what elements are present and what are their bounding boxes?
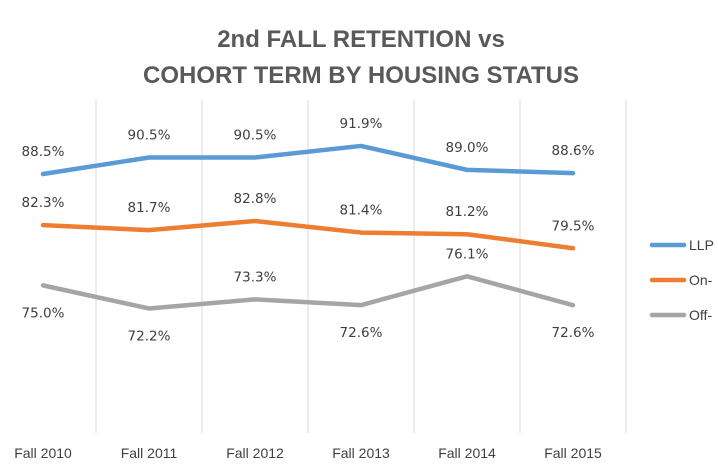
series-line-off xyxy=(40,274,576,311)
data-label-off-3: 72.6% xyxy=(340,325,383,341)
data-label-off-1: 72.2% xyxy=(128,328,171,344)
x-axis-tick-labels: Fall 2010 Fall 2011 Fall 2012 Fall 2013 Fall… xyxy=(14,445,602,461)
x-tick-label-5: Fall 2015 xyxy=(544,445,602,461)
data-label-llp-1: 90.5% xyxy=(128,128,171,144)
data-labels: 88.5% 90.5% 90.5% 91.9% 89.0% 88.6% 82.3% 81.7%… xyxy=(22,116,595,345)
data-label-on-3: 81.4% xyxy=(340,203,383,219)
legend: LLP On- Off- xyxy=(649,237,714,323)
legend-label-llp: LLP xyxy=(689,237,714,253)
x-tick-label-1: Fall 2011 xyxy=(121,445,178,461)
chart-title-line-1: 2nd FALL RETENTION vs xyxy=(217,26,505,53)
data-label-llp-4: 89.0% xyxy=(446,140,489,156)
data-label-llp-5: 88.6% xyxy=(552,143,595,159)
legend-label-off: Off- xyxy=(689,307,712,323)
series-line-llp xyxy=(40,143,576,177)
x-tick-label-2: Fall 2012 xyxy=(226,445,284,461)
data-label-on-5: 79.5% xyxy=(552,218,595,234)
data-label-llp-3: 91.9% xyxy=(340,116,383,132)
data-label-off-5: 72.6% xyxy=(552,325,595,341)
data-label-on-2: 82.8% xyxy=(234,191,277,207)
data-label-off-0: 75.0% xyxy=(22,305,65,321)
data-label-off-4: 76.1% xyxy=(446,246,489,262)
x-tick-label-3: Fall 2013 xyxy=(332,445,390,461)
series-line-on xyxy=(40,218,576,251)
data-label-on-4: 81.2% xyxy=(446,204,489,220)
legend-label-on: On- xyxy=(689,272,713,288)
series-lines xyxy=(40,143,576,311)
data-label-on-1: 81.7% xyxy=(128,200,171,216)
x-tick-label-0: Fall 2010 xyxy=(14,445,72,461)
x-tick-label-4: Fall 2014 xyxy=(438,445,496,461)
data-label-off-2: 73.3% xyxy=(234,269,277,285)
data-label-on-0: 82.3% xyxy=(22,195,65,211)
data-label-llp-0: 88.5% xyxy=(22,144,65,160)
chart-title-line-2: COHORT TERM BY HOUSING STATUS xyxy=(143,62,579,89)
data-label-llp-2: 90.5% xyxy=(234,128,277,144)
